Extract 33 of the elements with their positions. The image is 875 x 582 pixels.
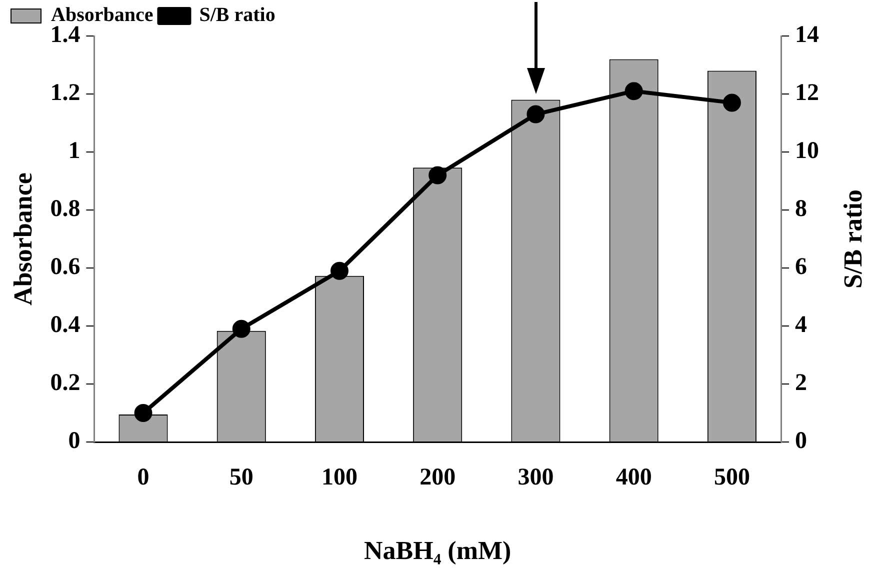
- y-tick-label: 0: [68, 428, 80, 454]
- y-tick-label: 0.4: [50, 312, 80, 338]
- y-tick-label: 0.2: [50, 370, 80, 396]
- x-tick-label: 0: [137, 464, 150, 491]
- legend-label: S/B ratio: [199, 4, 276, 26]
- point: [428, 166, 447, 184]
- y2-axis-title: S/B ratio: [838, 190, 868, 288]
- point: [134, 404, 152, 422]
- point: [232, 320, 250, 338]
- y-tick-label: 1.2: [50, 80, 80, 106]
- y-tick-label: 1: [68, 138, 80, 164]
- y2-tick-label: 10: [795, 138, 819, 164]
- x-tick-label: 200: [420, 464, 456, 491]
- y2-tick-label: 6: [795, 254, 807, 280]
- point: [526, 105, 545, 124]
- x-tick-label: 500: [714, 464, 750, 491]
- point: [722, 94, 741, 112]
- x-tick-label: 400: [616, 464, 652, 491]
- point: [624, 82, 643, 100]
- y2-tick-label: 14: [795, 22, 819, 48]
- x-tick-label: 300: [518, 464, 554, 491]
- x-tick-label: 50: [229, 464, 254, 491]
- y2-tick-label: 4: [795, 312, 807, 338]
- x-tick-label: 100: [321, 464, 358, 491]
- point: [330, 262, 348, 280]
- y2-tick-label: 2: [795, 370, 807, 396]
- y-tick-label: 0.6: [50, 254, 80, 280]
- y2-tick-label: 0: [795, 428, 807, 454]
- y-tick-label: 0.8: [50, 196, 80, 222]
- y2-tick-label: 8: [795, 196, 807, 222]
- y-axis-title: Absorbance: [8, 172, 38, 306]
- x-axis-title: NaBH₄ (mM): [364, 536, 512, 566]
- y2-tick-label: 12: [795, 80, 819, 106]
